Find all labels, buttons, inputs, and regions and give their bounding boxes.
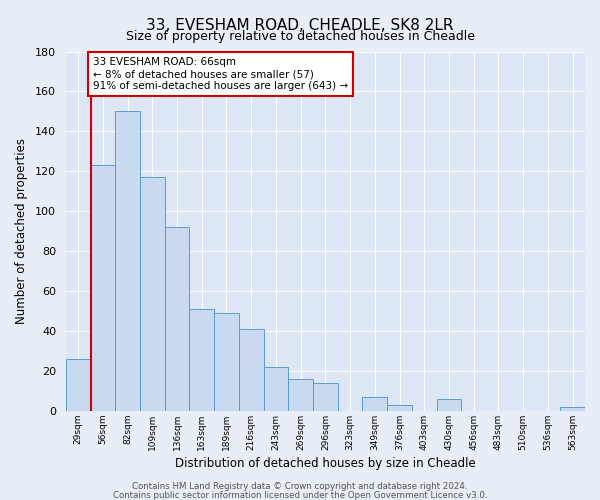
Text: 33, EVESHAM ROAD, CHEADLE, SK8 2LR: 33, EVESHAM ROAD, CHEADLE, SK8 2LR [146, 18, 454, 32]
Text: 33 EVESHAM ROAD: 66sqm
← 8% of detached houses are smaller (57)
91% of semi-deta: 33 EVESHAM ROAD: 66sqm ← 8% of detached … [93, 58, 348, 90]
Text: Contains public sector information licensed under the Open Government Licence v3: Contains public sector information licen… [113, 490, 487, 500]
Bar [437, 399, 461, 411]
Bar [387, 405, 412, 411]
Bar [214, 313, 239, 411]
Bar [164, 227, 190, 411]
Bar [140, 178, 164, 411]
Bar [66, 359, 91, 411]
Bar [313, 383, 338, 411]
Bar [289, 379, 313, 411]
Y-axis label: Number of detached properties: Number of detached properties [15, 138, 28, 324]
Bar [91, 166, 115, 411]
Text: Contains HM Land Registry data © Crown copyright and database right 2024.: Contains HM Land Registry data © Crown c… [132, 482, 468, 491]
Bar [239, 329, 263, 411]
Bar [362, 397, 387, 411]
Bar [263, 367, 289, 411]
Bar [190, 309, 214, 411]
Text: Size of property relative to detached houses in Cheadle: Size of property relative to detached ho… [125, 30, 475, 43]
X-axis label: Distribution of detached houses by size in Cheadle: Distribution of detached houses by size … [175, 457, 476, 470]
Bar [115, 112, 140, 411]
Bar [560, 407, 585, 411]
